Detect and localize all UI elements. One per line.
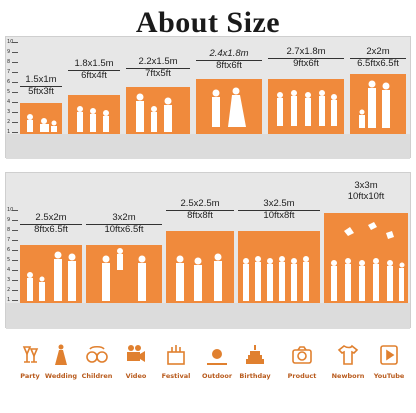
people-silhouette [136,93,172,132]
size-label: 3x2m 10ftx6.5ft [86,212,162,236]
occasion-video: Video [116,343,156,380]
backdrop-size-sample [238,231,320,303]
party-icon [22,346,39,363]
backdrop-size-sample [268,79,344,134]
backdrop-size-sample [126,87,190,134]
size-label: 3x2.5m 10ftx8ft [238,198,320,222]
size-label: 2.5x2m 8ftx6.5ft [20,212,82,236]
backdrop-size-sample [68,95,120,134]
page-title: About Size [135,6,281,39]
size-panel-bottom: 10 9 8 7 6 5 4 3 2 1 2.5x2m 8ftx6.5ft 3x2… [5,172,411,329]
people-silhouette [243,256,309,301]
people-silhouette [331,222,405,301]
people-silhouette [77,106,109,132]
occasion-newborn: Newborn [328,343,368,380]
occasion-birthday: Birthday [235,343,275,380]
occasion-children: Children [77,343,117,380]
size-label: 2.5x2.5m 8ftx8ft [166,198,234,222]
backdrop-size-sample [20,245,82,303]
outdoor-icon [207,349,227,365]
people-silhouette [27,251,76,301]
backdrop-size-sample [20,103,62,134]
backdrop-size-sample [196,79,262,134]
people-silhouette [176,253,222,301]
occasion-festival: Festival [156,343,196,380]
size-label: 3x3m 10ftx10ft [347,180,385,202]
size-label: 1.8x1.5m 6ftx4ft [68,58,120,82]
people-silhouette [102,248,146,301]
product-camera-icon [292,346,312,364]
occasion-wedding: Wedding [41,343,81,380]
people-silhouette [277,90,337,126]
height-ruler-top: 10 9 8 7 6 5 4 3 2 1 [6,37,20,157]
occasion-product: Product [282,343,322,380]
people-silhouette [359,80,390,128]
festival-icon [167,345,185,365]
size-label: 1.5x1m 5ftx3ft [20,74,62,98]
occasion-youtube: YouTube [369,343,409,380]
newborn-icon [337,344,359,365]
occasion-icons-row: Party Wedding Children Video Festival Ou… [0,343,416,413]
height-ruler-bottom: 10 9 8 7 6 5 4 3 2 1 [6,173,20,327]
backdrop-size-sample [166,231,234,303]
size-label: 2.7x1.8m 9ftx6ft [268,46,344,70]
size-label: 2.2x1.5m 7ftx5ft [126,56,190,80]
size-label: 2x2m 6.5ftx6.5ft [350,46,406,70]
video-camera-icon [127,345,145,362]
backdrop-size-sample [86,245,162,303]
wedding-icon [55,344,67,365]
size-panel-top: 10 9 8 7 6 5 4 3 2 1 1.5x1m 5ftx3ft 1.8x1… [5,36,411,159]
children-icon [86,345,108,363]
people-silhouette [212,87,246,127]
birthday-cake-icon [246,345,264,364]
people-silhouette [27,114,57,132]
youtube-icon [380,345,398,365]
backdrop-size-sample [324,213,408,303]
occasion-outdoor: Outdoor [197,343,237,380]
backdrop-size-sample [350,74,406,134]
occasion-party: Party [10,343,50,380]
size-label: 2.4x1.8m 8ftx6ft [196,48,262,72]
